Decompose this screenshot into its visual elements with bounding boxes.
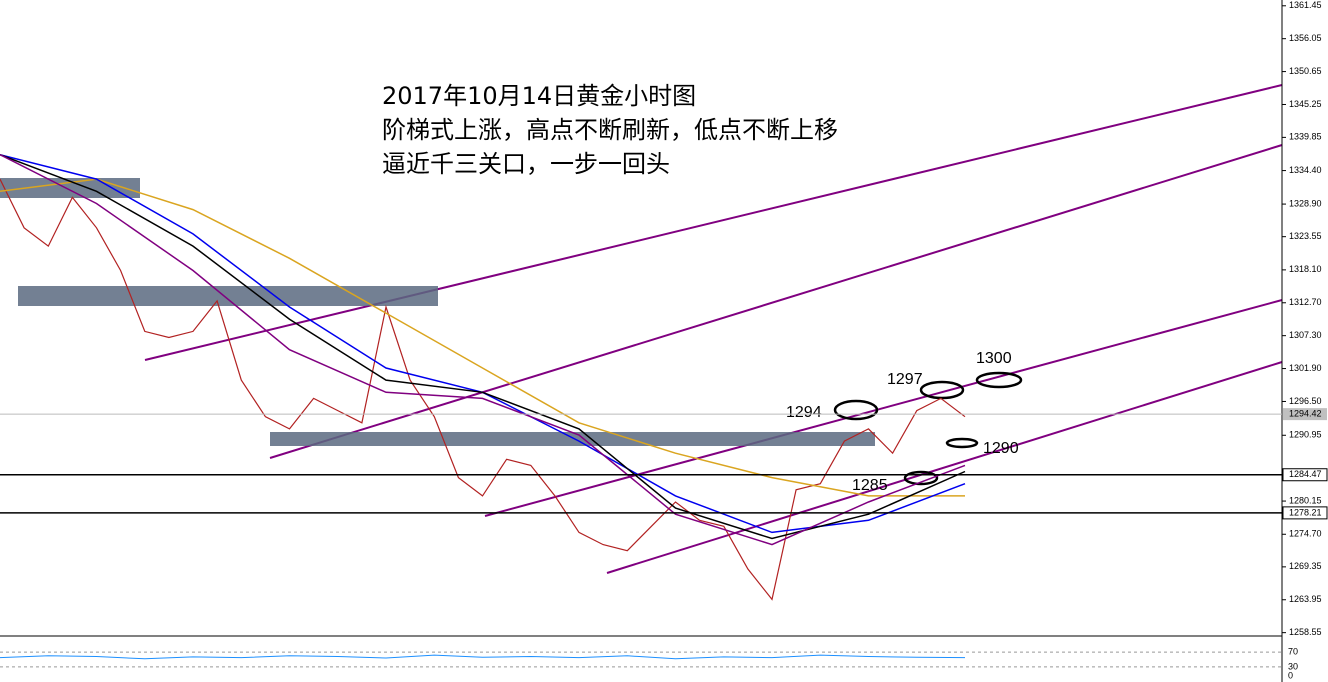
zones	[0, 178, 875, 446]
annotation: 1290	[983, 440, 1019, 457]
price-line	[0, 178, 966, 601]
subtitle: 逼近千三关口，一步一回头	[382, 150, 670, 178]
ellipses	[833, 371, 1023, 486]
y-tick-label: 1290.95	[1289, 430, 1322, 440]
price-tag	[1282, 506, 1328, 520]
price-tag-label: 1278.21	[1289, 507, 1322, 517]
annotation: 1297	[887, 371, 923, 388]
y-tick-label: 1339.85	[1289, 132, 1322, 142]
price-tag	[1282, 468, 1328, 482]
price-line	[0, 154, 966, 546]
title: 2017年10月14日黄金小时图	[382, 82, 696, 110]
y-tick-label: 1269.35	[1289, 561, 1322, 571]
y-tick-label: 1328.90	[1289, 198, 1322, 208]
y-tick-label: 1280.15	[1289, 495, 1322, 505]
annotation: 1294	[786, 404, 822, 421]
y-tick-label: 1312.70	[1289, 297, 1322, 307]
price-line	[0, 153, 966, 540]
y-tick-label: 1258.55	[1289, 627, 1322, 637]
annotation: 1300	[976, 350, 1012, 367]
y-tick-label: 1296.50	[1289, 396, 1322, 406]
rsi-line	[0, 654, 966, 660]
y-tick-label: 1323.55	[1289, 231, 1322, 241]
y-tick-label: 1361.45	[1289, 0, 1322, 10]
y-tick-label: 1274.70	[1289, 529, 1322, 539]
y-tick-label: 1356.05	[1289, 33, 1322, 43]
rsi-tick-label: 30	[1288, 661, 1298, 671]
annotation: 1285	[852, 477, 888, 494]
price-tag-label: 1284.47	[1289, 469, 1322, 479]
price-line	[0, 153, 966, 534]
price-tag	[1283, 408, 1327, 421]
y-tick-label: 1350.65	[1289, 66, 1322, 76]
y-tick-label: 1345.25	[1289, 99, 1322, 109]
rsi-tick-label: 0	[1288, 670, 1293, 680]
y-tick-label: 1301.90	[1289, 363, 1322, 373]
y-tick-label: 1334.40	[1289, 165, 1322, 175]
y-tick-label: 1318.10	[1289, 264, 1322, 274]
y-tick-label: 1307.30	[1289, 330, 1322, 340]
price-line	[0, 178, 965, 497]
subtitle: 阶梯式上涨，高点不断刷新，低点不断上移	[382, 116, 838, 144]
channels	[144, 84, 1283, 574]
rsi-tick-label: 70	[1288, 646, 1298, 656]
price-tag-label: 1294.42	[1289, 409, 1322, 419]
y-tick-label: 1263.95	[1289, 594, 1322, 604]
